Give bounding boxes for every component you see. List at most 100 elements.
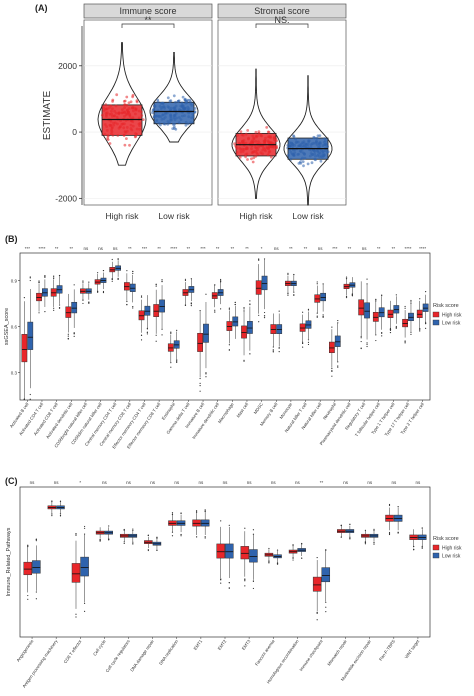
b-outlier <box>155 340 157 342</box>
b-outlier <box>287 294 289 296</box>
c-outlier <box>51 500 53 502</box>
b-outlier <box>29 277 31 279</box>
b-outlier <box>249 303 251 306</box>
a-data-point <box>154 114 158 118</box>
a-data-point <box>294 137 297 141</box>
b-outlier <box>243 359 245 362</box>
c-outlier <box>83 525 86 528</box>
a-data-point <box>238 146 242 150</box>
c-outlier <box>325 601 327 603</box>
a-data-point <box>137 122 141 126</box>
b-y-tick-label: 0.3 <box>11 370 18 375</box>
c-legend-swatch <box>432 544 440 551</box>
a-y-axis-title: ESTIMATE <box>42 91 53 141</box>
c-outlier <box>83 610 86 612</box>
b-outlier <box>58 304 61 306</box>
a-data-point <box>162 122 166 126</box>
b-outlier <box>53 276 55 278</box>
a-data-point <box>172 94 176 98</box>
b-significance-label: ** <box>304 246 308 251</box>
c-outlier <box>292 557 294 559</box>
a-data-point <box>246 158 249 161</box>
a-data-point <box>266 146 269 150</box>
a-data-point <box>114 104 118 108</box>
c-significance-label: ns <box>174 480 180 485</box>
c-outlier <box>180 512 182 514</box>
b-significance-label: ** <box>157 246 161 251</box>
a-data-point <box>118 125 122 129</box>
b-outlier <box>161 281 163 283</box>
b-outlier <box>302 311 304 313</box>
b-box <box>138 310 145 321</box>
b-box <box>334 335 341 347</box>
b-outlier <box>410 331 412 333</box>
a-data-point <box>159 101 163 105</box>
b-outlier <box>249 353 251 355</box>
a-significance-label: ** <box>144 15 152 25</box>
b-box <box>261 275 268 291</box>
a-facet-strip <box>83 3 213 19</box>
a-data-point <box>123 143 127 147</box>
b-outlier <box>140 339 143 341</box>
c-outlier <box>228 587 230 589</box>
c-outlier <box>252 587 255 590</box>
a-facet-label: Immune score <box>119 6 176 16</box>
a-data-point <box>112 123 116 127</box>
b-significance-label: ** <box>392 246 396 251</box>
b-significance-label: ** <box>69 246 73 251</box>
b-significance-label: ns <box>318 246 324 251</box>
b-significance-label: ** <box>128 246 132 251</box>
c-outlier <box>388 503 391 506</box>
b-outlier <box>287 292 289 294</box>
b-box <box>226 321 233 331</box>
a-data-point <box>110 112 114 116</box>
a-data-point <box>115 115 119 119</box>
b-outlier <box>205 293 207 295</box>
b-significance-label: ** <box>289 246 293 251</box>
a-violin <box>149 52 199 143</box>
c-legend-label: Low risk <box>442 554 461 560</box>
b-outlier <box>199 377 201 380</box>
b-outlier <box>190 304 192 307</box>
b-legend-title: Risk score <box>433 303 459 309</box>
c-x-tick-label: EMT2 <box>217 638 228 651</box>
c-outlier <box>292 559 294 561</box>
a-data-point <box>117 111 121 115</box>
a-data-point <box>124 113 128 117</box>
a-data-point <box>290 152 294 156</box>
a-data-point <box>240 133 244 137</box>
a-data-point <box>125 137 128 141</box>
b-outlier <box>331 370 333 372</box>
c-outlier <box>397 532 399 534</box>
b-outlier <box>190 302 192 304</box>
b-box <box>255 280 262 295</box>
b-outlier <box>307 343 310 346</box>
a-data-point <box>166 96 170 100</box>
c-outlier <box>316 556 318 559</box>
c-x-tick-label: Pan-F-TBRS <box>378 639 396 662</box>
b-outlier <box>117 278 119 281</box>
c-outlier <box>83 527 86 529</box>
b-outlier <box>263 317 266 319</box>
a-data-point <box>137 116 141 120</box>
c-outlier <box>123 541 125 543</box>
b-outlier <box>140 296 143 298</box>
a-data-point <box>131 120 135 124</box>
a-data-point <box>239 130 243 134</box>
a-data-point <box>241 147 244 151</box>
b-outlier <box>425 323 427 325</box>
c-outlier <box>325 611 327 613</box>
a-data-point <box>325 142 328 146</box>
c-outlier <box>340 524 342 527</box>
c-outlier <box>147 534 149 536</box>
b-outlier <box>73 332 75 334</box>
c-outlier <box>123 529 125 531</box>
a-data-point <box>171 123 175 126</box>
a-x-tick-label: Low risk <box>158 211 190 221</box>
b-box <box>378 307 385 318</box>
b-outlier <box>316 312 318 314</box>
c-outlier <box>388 504 391 507</box>
b-outlier <box>199 382 201 384</box>
a-data-point <box>113 121 117 125</box>
a-data-point <box>121 108 124 111</box>
